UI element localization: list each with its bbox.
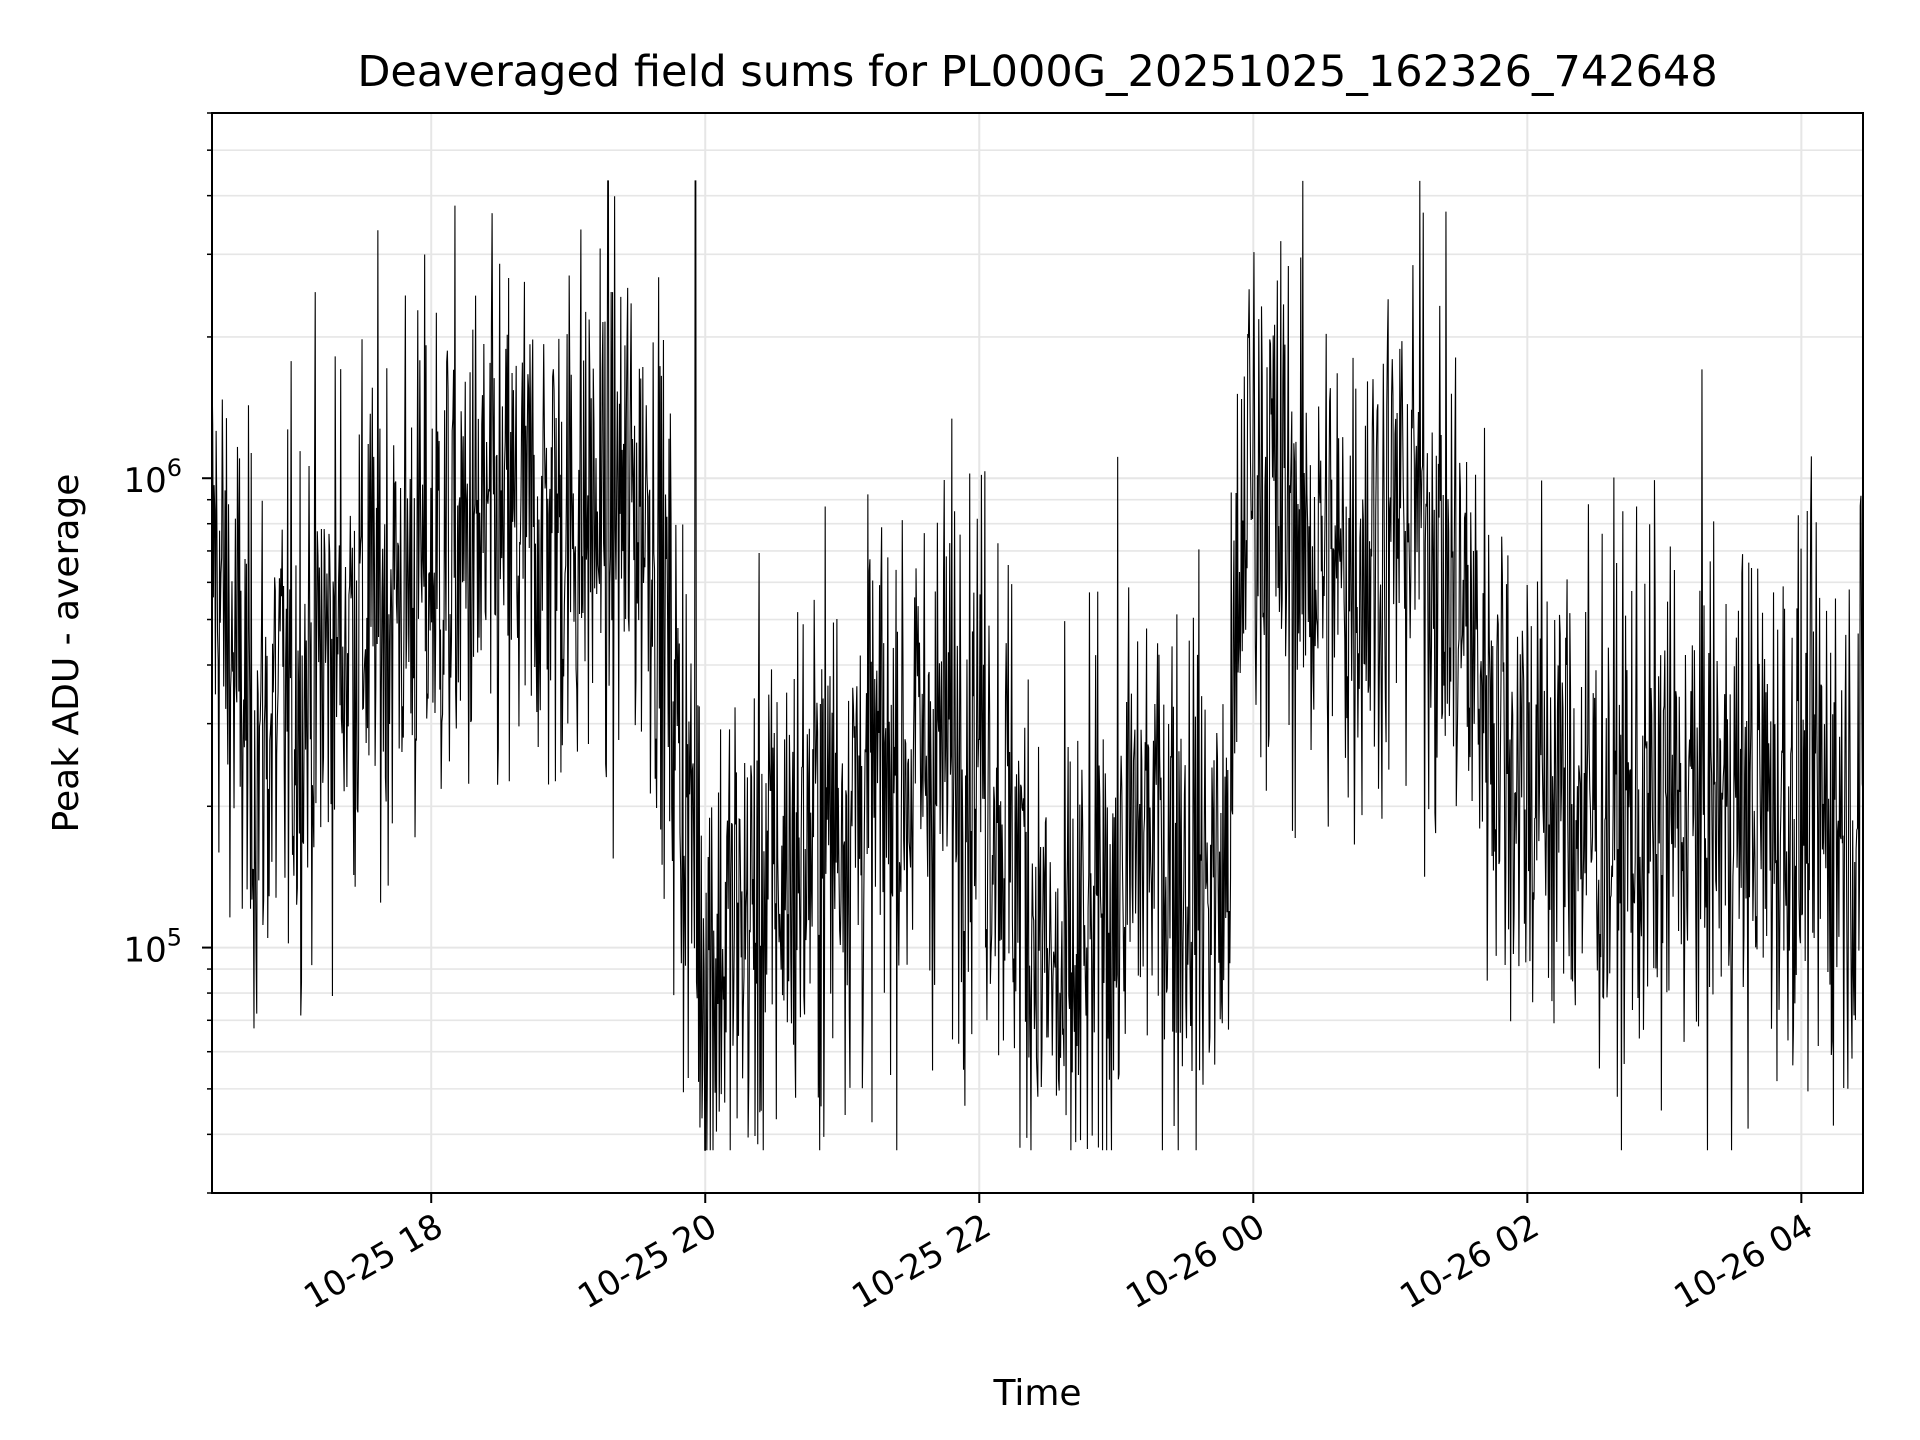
plot-frame <box>211 112 1864 1194</box>
chart-title: Deaveraged field sums for PL000G_2025102… <box>357 47 1717 97</box>
series-line <box>211 180 1864 1151</box>
y-tick-label: 106 <box>123 454 182 501</box>
data-layer <box>211 180 1864 1151</box>
y-axis-label: Peak ADU - average <box>46 474 87 833</box>
x-axis-label: Time <box>992 1373 1081 1414</box>
y-tick-label: 105 <box>123 924 182 971</box>
